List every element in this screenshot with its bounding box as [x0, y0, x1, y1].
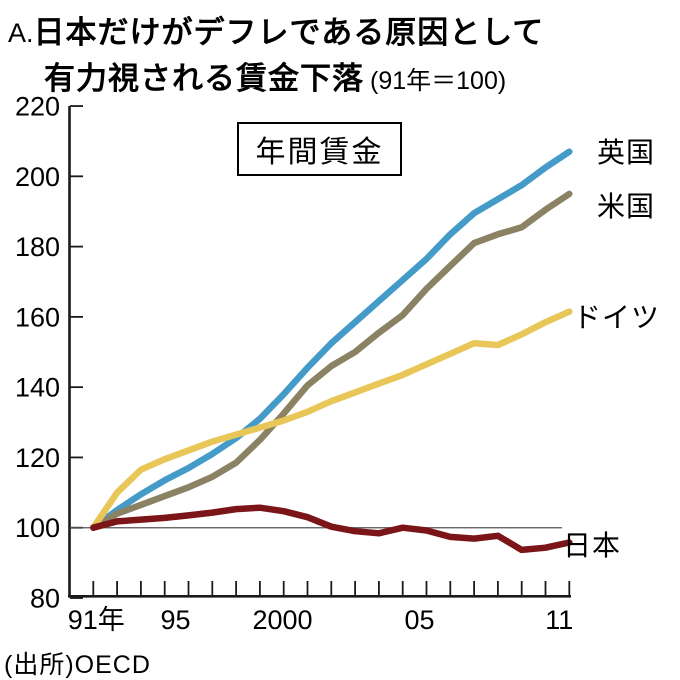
y-tick-label: 80 [30, 584, 60, 614]
line-germany [90, 308, 573, 531]
line-us [90, 190, 573, 531]
page-title: 日本だけがデフレである原因として [33, 15, 545, 50]
page-title-line2: 有力視される賃金下落 [44, 61, 364, 96]
index-base-note: (91年＝100) [370, 67, 507, 95]
title-prefix: A. [8, 18, 34, 48]
x-tick-label: 11 [545, 605, 573, 635]
x-tick-label: 05 [404, 605, 434, 635]
y-tick-label: 140 [15, 373, 60, 403]
series-label-germany: ドイツ [573, 302, 661, 333]
line-japan [90, 504, 573, 554]
y-tick-label: 220 [15, 92, 60, 122]
series-label-uk: 英国 [597, 137, 656, 168]
y-tick-label: 200 [15, 162, 60, 192]
series-label-us: 米国 [597, 191, 656, 222]
chart-title-row1: A. 日本だけがデフレである原因として [8, 16, 544, 50]
series-label-japan: 日本 [563, 530, 622, 561]
x-tick-label: 91年 [68, 605, 125, 635]
y-tick-label: 120 [15, 443, 60, 473]
chart-title-row2: 有力視される賃金下落 (91年＝100) [44, 53, 506, 98]
annotation-box: 年間賃金 [237, 122, 402, 176]
x-tick-label: 2000 [252, 605, 312, 635]
y-tick-label: 100 [15, 513, 60, 543]
line-uk [90, 148, 573, 531]
y-tick-label: 180 [15, 232, 60, 262]
x-tick-label: 95 [160, 605, 190, 635]
source-note: (出所)OECD [4, 651, 151, 679]
y-tick-label: 160 [15, 302, 60, 332]
